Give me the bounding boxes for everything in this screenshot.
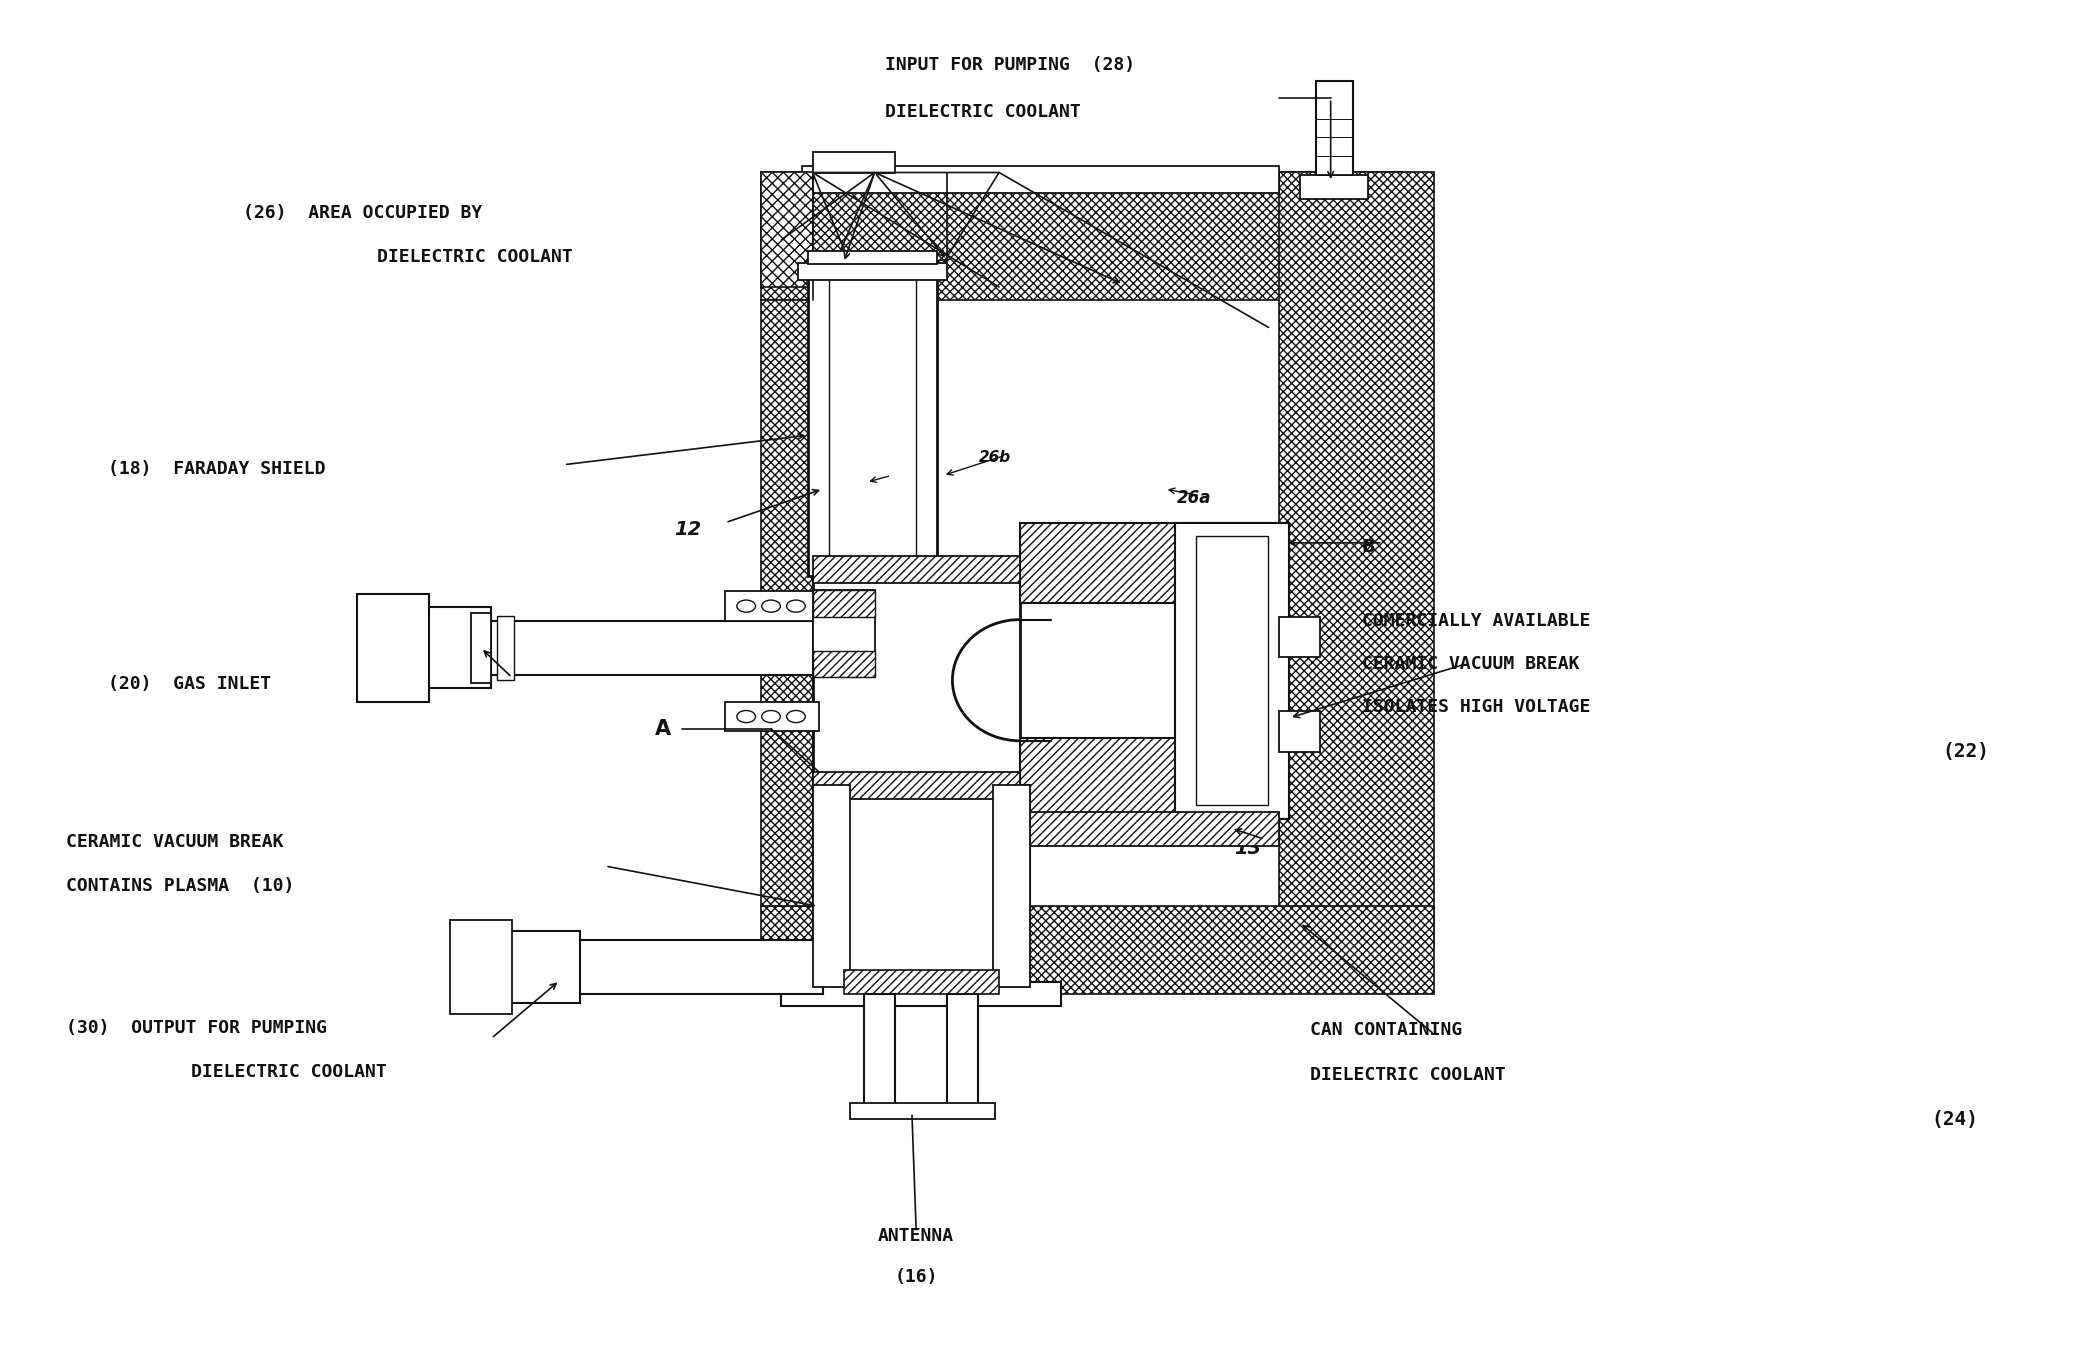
Text: (24): (24) — [1931, 1110, 1979, 1129]
Bar — [497, 615, 514, 680]
Bar — [812, 786, 849, 988]
Bar — [762, 172, 1403, 301]
Bar — [1020, 738, 1280, 818]
Circle shape — [737, 600, 755, 612]
Bar — [812, 786, 1030, 988]
Text: 26c: 26c — [866, 467, 897, 482]
Bar — [449, 920, 512, 1014]
Text: 26b: 26b — [978, 450, 1011, 466]
Bar — [726, 591, 818, 621]
Text: 14: 14 — [887, 641, 914, 660]
Bar — [801, 165, 1280, 192]
Bar — [1280, 172, 1434, 947]
Bar — [762, 301, 812, 906]
Bar — [1280, 711, 1319, 752]
Text: 26a: 26a — [1176, 489, 1211, 507]
Bar — [993, 786, 1030, 988]
Circle shape — [762, 600, 780, 612]
Text: DIELECTRIC COOLANT: DIELECTRIC COOLANT — [191, 1064, 387, 1081]
Text: (18)  FARADAY SHIELD: (18) FARADAY SHIELD — [108, 459, 325, 478]
Bar — [812, 650, 874, 678]
Circle shape — [787, 710, 805, 722]
Bar — [843, 970, 999, 995]
Circle shape — [787, 600, 805, 612]
Bar — [849, 1103, 995, 1119]
Text: CAN CONTAINING: CAN CONTAINING — [1309, 1022, 1463, 1039]
Bar — [807, 267, 936, 576]
Bar — [564, 940, 822, 995]
Bar — [828, 274, 916, 569]
Bar — [418, 607, 491, 688]
Bar — [864, 995, 895, 1108]
Text: CERAMIC VACUUM BREAK: CERAMIC VACUUM BREAK — [67, 833, 283, 851]
Bar — [762, 172, 812, 287]
Bar — [356, 593, 429, 702]
Text: 12: 12 — [674, 520, 701, 539]
Bar — [1176, 523, 1290, 818]
Bar — [812, 557, 1020, 583]
Text: DIELECTRIC COOLANT: DIELECTRIC COOLANT — [884, 103, 1080, 121]
Text: CONTAINS PLASMA  (10): CONTAINS PLASMA (10) — [67, 877, 296, 896]
Text: DIELECTRIC COOLANT: DIELECTRIC COOLANT — [377, 248, 572, 267]
Bar — [726, 702, 818, 732]
Bar — [470, 612, 491, 683]
Circle shape — [737, 710, 755, 722]
Text: A: A — [656, 718, 672, 738]
Text: ISOLATES HIGH VOLTAGE: ISOLATES HIGH VOLTAGE — [1361, 698, 1590, 717]
Bar — [812, 152, 895, 172]
Bar — [812, 772, 1020, 798]
Bar — [812, 589, 874, 617]
Text: (26)  AREA OCCUPIED BY: (26) AREA OCCUPIED BY — [243, 203, 483, 222]
Text: (16): (16) — [895, 1268, 939, 1286]
Text: (22): (22) — [1942, 743, 1989, 762]
Text: (20)  GAS INLET: (20) GAS INLET — [108, 675, 271, 694]
Bar — [1197, 537, 1269, 805]
Bar — [481, 621, 822, 675]
Circle shape — [762, 710, 780, 722]
Text: DIELECTRIC COOLANT: DIELECTRIC COOLANT — [1309, 1066, 1507, 1084]
Bar — [1299, 175, 1367, 199]
Text: INPUT FOR PUMPING  (28): INPUT FOR PUMPING (28) — [884, 56, 1134, 73]
Text: COMERCIALLY AVAILABLE: COMERCIALLY AVAILABLE — [1361, 612, 1590, 630]
Text: B: B — [1361, 538, 1376, 556]
Bar — [807, 251, 936, 264]
Bar — [1020, 812, 1280, 846]
Text: (30)  OUTPUT FOR PUMPING: (30) OUTPUT FOR PUMPING — [67, 1019, 327, 1037]
Bar — [1020, 523, 1280, 603]
Text: CERAMIC VACUUM BREAK: CERAMIC VACUUM BREAK — [1361, 654, 1579, 673]
Bar — [1315, 81, 1353, 182]
Bar — [812, 576, 1020, 791]
Bar — [812, 589, 874, 678]
Bar — [782, 982, 1061, 1005]
Bar — [1280, 617, 1319, 657]
Text: ANTENNA: ANTENNA — [878, 1228, 955, 1245]
Bar — [797, 263, 947, 280]
Bar — [762, 906, 1434, 995]
Text: 13: 13 — [1234, 839, 1261, 858]
Bar — [947, 995, 978, 1108]
Bar — [502, 931, 581, 1004]
